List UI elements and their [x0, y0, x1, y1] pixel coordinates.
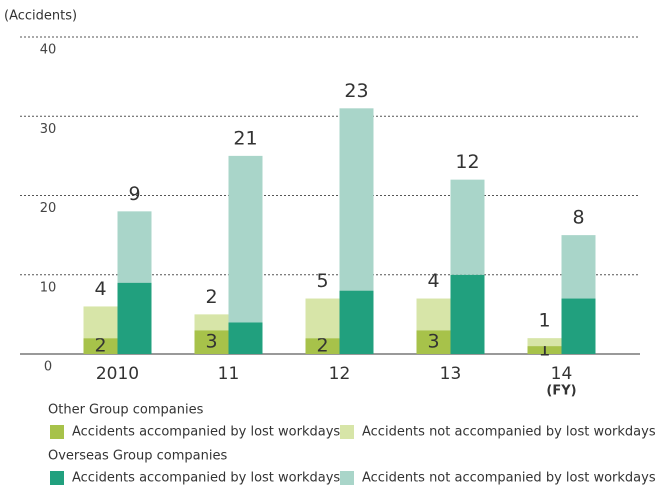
bar-segment	[416, 330, 451, 354]
bar-segment	[117, 282, 152, 354]
bar-segment	[305, 338, 340, 354]
bar-segment	[450, 274, 485, 354]
y-axis-label: (Accidents)	[4, 9, 77, 24]
value-label: 3	[205, 331, 217, 353]
y-tick-label: 10	[40, 280, 57, 295]
bar-segment	[228, 155, 263, 323]
value-label: 1	[538, 310, 550, 332]
bar-segment	[561, 298, 596, 354]
legend-label: Accidents not accompanied by lost workda…	[362, 471, 656, 486]
value-label: 5	[316, 270, 328, 292]
legend-swatch	[50, 425, 64, 439]
bar-segment	[527, 338, 562, 347]
value-label: 3	[427, 331, 439, 353]
value-label: 21	[233, 127, 257, 149]
x-axis-label: (FY)	[546, 384, 576, 399]
legend-group-title: Other Group companies	[48, 403, 204, 418]
x-tick-label: 13	[440, 364, 462, 384]
value-label: 2	[205, 286, 217, 308]
bar-segment	[527, 346, 562, 354]
x-tick-label: 12	[329, 364, 351, 384]
value-label: 8	[572, 207, 584, 229]
y-tick-label: 0	[44, 360, 52, 375]
bar-segment	[305, 298, 340, 339]
value-label: 4	[427, 270, 439, 292]
y-tick-label: 20	[40, 201, 57, 216]
value-label: 4	[94, 278, 106, 300]
legend-group-title: Overseas Group companies	[48, 449, 227, 464]
bar-segment	[117, 211, 152, 283]
y-tick-label: 40	[40, 43, 57, 58]
legend-label: Accidents accompanied by lost workdays	[72, 425, 340, 440]
legend-swatch	[340, 425, 354, 439]
x-tick-label: 11	[218, 364, 240, 384]
bar-segment	[228, 322, 263, 354]
value-label: 23	[344, 80, 368, 102]
bar-segment	[83, 338, 118, 354]
legend-label: Accidents accompanied by lost workdays	[72, 471, 340, 486]
bar-segment	[416, 298, 451, 331]
legend-swatch	[340, 471, 354, 485]
bar-segment	[339, 290, 374, 354]
legend-label: Accidents not accompanied by lost workda…	[362, 425, 656, 440]
bar-segment	[339, 108, 374, 291]
bar-segment	[194, 330, 229, 354]
y-tick-label: 30	[40, 122, 57, 137]
legend-swatch	[50, 471, 64, 485]
value-label: 12	[455, 151, 479, 173]
bar-segment	[450, 179, 485, 275]
value-label: 2	[316, 335, 328, 357]
x-tick-label: 14	[551, 364, 573, 384]
value-label: 9	[128, 183, 140, 205]
bar-segment	[194, 314, 229, 331]
bar-segment	[561, 235, 596, 299]
value-label: 2	[94, 335, 106, 357]
bar-segment	[83, 306, 118, 339]
x-tick-label: 2010	[96, 364, 139, 384]
